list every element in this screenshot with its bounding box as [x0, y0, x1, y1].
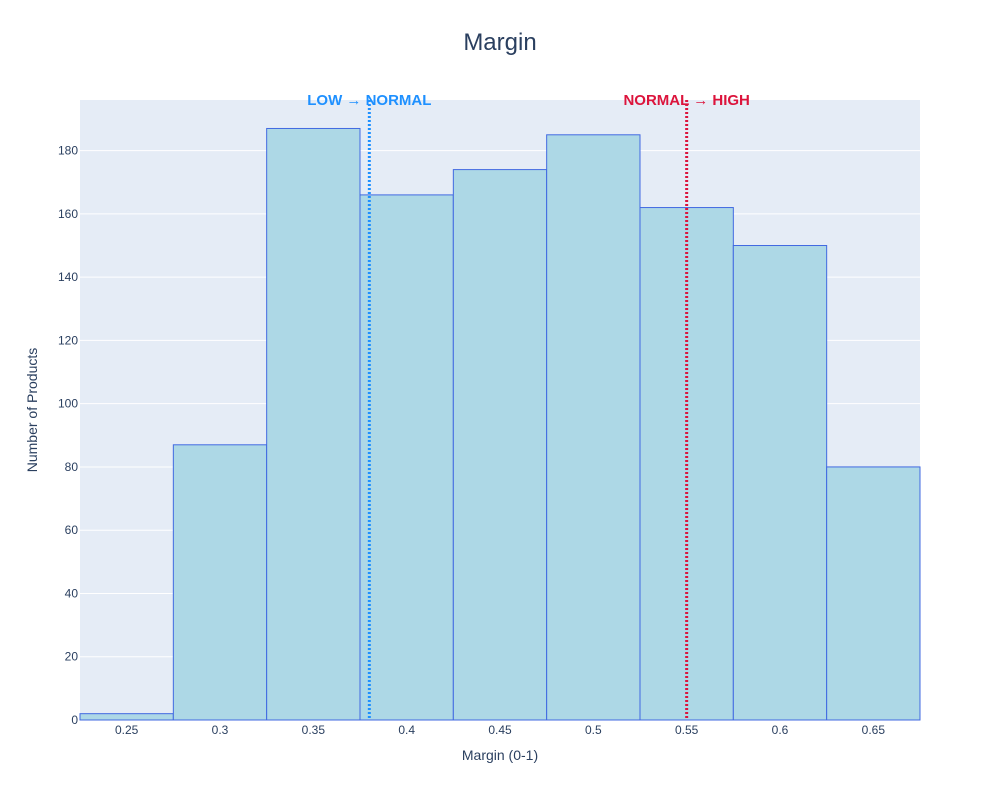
histogram-bar — [546, 134, 641, 721]
y-tick-label: 180 — [58, 144, 78, 158]
y-tick-label: 20 — [65, 650, 79, 664]
histogram-bar — [452, 169, 548, 721]
x-axis-label: Margin (0-1) — [462, 747, 538, 763]
y-tick-label: 160 — [58, 207, 78, 221]
x-tick-label: 0.4 — [398, 723, 415, 737]
y-tick-label: 120 — [58, 333, 78, 347]
y-tick-label: 80 — [65, 460, 79, 474]
y-axis-label: Number of Products — [24, 348, 40, 473]
x-tick-label: 0.25 — [115, 723, 139, 737]
histogram-bar — [826, 466, 921, 721]
histogram-bar — [359, 194, 454, 721]
x-tick-label: 0.45 — [488, 723, 512, 737]
histogram-bar — [266, 127, 361, 721]
x-tick-label: 0.3 — [212, 723, 229, 737]
y-tick-label: 60 — [65, 523, 79, 537]
x-tick-label: 0.65 — [862, 723, 886, 737]
y-tick-label: 40 — [65, 586, 79, 600]
threshold-lines: LOW → NORMAL NORMAL → HIGH — [307, 92, 750, 720]
histogram-bar — [732, 245, 828, 721]
chart-title: Margin — [463, 29, 536, 56]
threshold-label: LOW → NORMAL — [307, 92, 431, 109]
x-tick-label: 0.5 — [585, 723, 602, 737]
threshold-label: NORMAL → HIGH — [623, 92, 749, 109]
y-axis-ticks: 0 20 40 60 80 100 120 140 160 180 — [58, 144, 78, 727]
histogram-bars — [79, 127, 921, 721]
y-tick-label: 100 — [58, 397, 78, 411]
x-tick-label: 0.6 — [772, 723, 789, 737]
x-tick-label: 0.55 — [675, 723, 699, 737]
y-tick-label: 140 — [58, 270, 78, 284]
x-axis-ticks: 0.25 0.3 0.35 0.4 0.45 0.5 0.55 0.6 0.65 — [115, 723, 885, 737]
histogram-bar — [79, 713, 174, 721]
y-tick-label: 0 — [71, 713, 78, 727]
x-tick-label: 0.35 — [302, 723, 326, 737]
histogram-bar — [172, 444, 268, 721]
